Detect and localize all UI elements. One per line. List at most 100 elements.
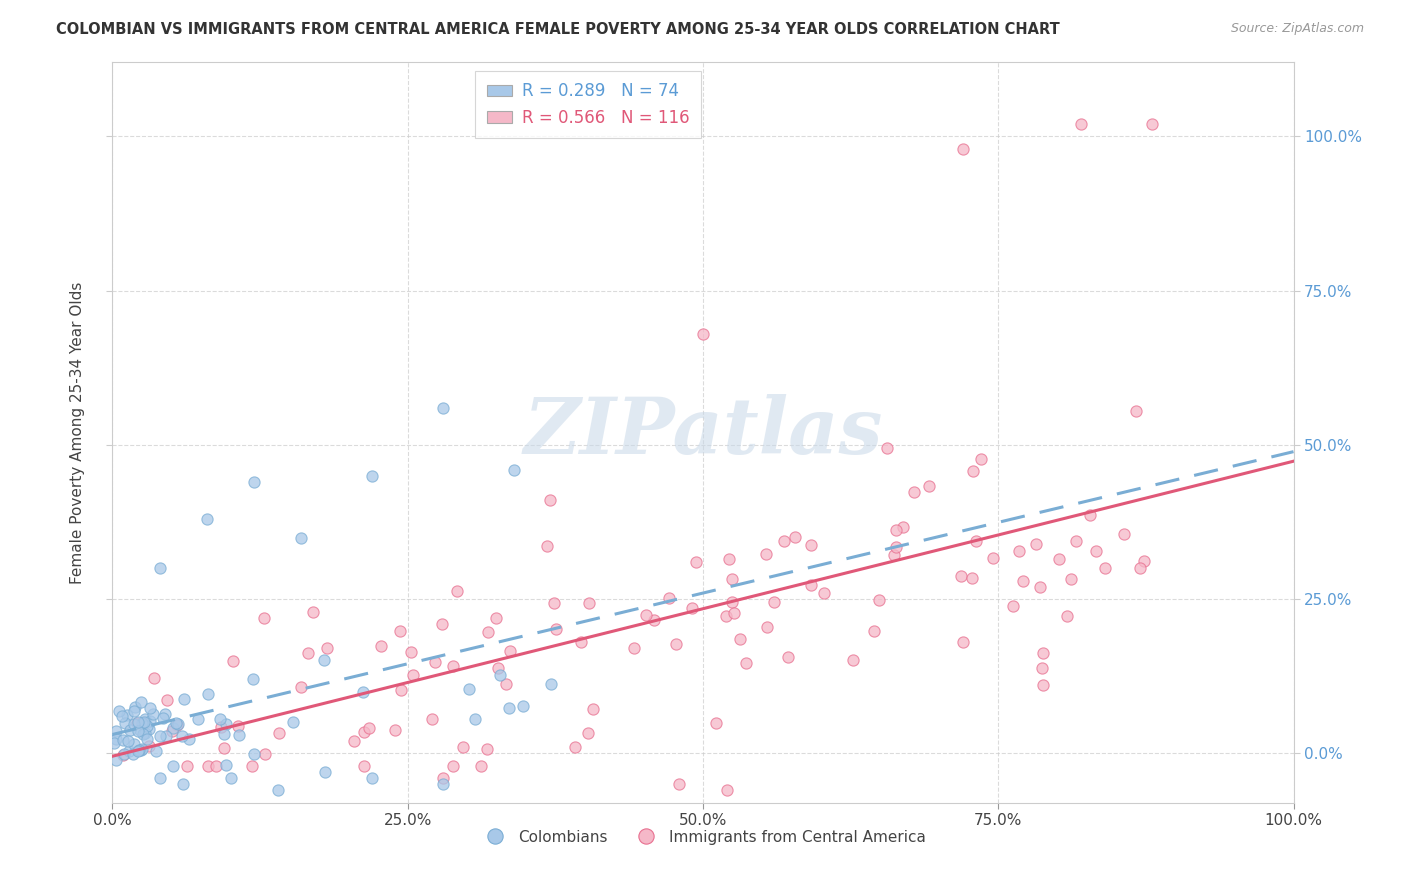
Point [166,718,188,732]
Point [1029,580,1052,594]
Point [120,723,142,737]
Point [167,717,190,731]
Point [950,569,973,583]
Point [138,722,160,736]
Point [1125,403,1147,417]
Text: ZIPatlas: ZIPatlas [523,394,883,471]
Point [981,551,1004,566]
Point [104,731,127,746]
Point [1025,537,1047,551]
Point [111,709,134,723]
Point [112,747,135,761]
Point [243,475,266,489]
Point [132,726,155,740]
Point [918,479,941,493]
Point [578,596,600,610]
Point [228,728,250,742]
Point [290,680,312,694]
Point [634,607,657,622]
Point [1084,544,1107,558]
Point [384,723,406,737]
Point [134,712,156,726]
Point [495,677,517,691]
Point [267,725,290,739]
Point [124,704,146,718]
Point [134,726,156,740]
Point [389,682,412,697]
Point [103,736,125,750]
Point [543,596,565,610]
Point [117,707,139,722]
Point [401,645,423,659]
Point [176,758,198,772]
Point [1001,599,1024,614]
Point [755,547,778,561]
Point [226,719,249,733]
Point [301,605,323,619]
Point [876,441,898,455]
Point [127,714,149,729]
Point [124,717,146,731]
Point [197,687,219,701]
Point [112,748,135,763]
Point [576,725,599,739]
Point [179,731,201,746]
Point [546,622,568,636]
Point [1114,526,1136,541]
Point [1133,554,1156,568]
Point [114,716,136,731]
Point [197,758,219,772]
Point [441,758,464,772]
Point [222,654,245,668]
Point [1060,572,1083,586]
Point [165,715,187,730]
Point [1064,534,1087,549]
Point [1032,678,1054,692]
Point [253,611,276,625]
Point [112,732,135,747]
Point [441,658,464,673]
Point [1094,560,1116,574]
Point [215,717,238,731]
Point [117,744,139,758]
Point [425,655,447,669]
Point [145,744,167,758]
Point [538,492,561,507]
Point [883,548,905,562]
Point [357,721,380,735]
Point [720,573,742,587]
Point [1129,561,1152,575]
Point [131,715,153,730]
Point [214,727,236,741]
Point [623,641,645,656]
Point [215,758,238,772]
Point [464,713,486,727]
Point [884,540,907,554]
Point [134,716,156,731]
Point [962,571,984,585]
Point [127,744,149,758]
Point [138,739,160,753]
Point [312,652,335,666]
Point [1047,552,1070,566]
Point [1078,508,1101,523]
Point [129,696,152,710]
Point [778,650,800,665]
Point [716,783,738,797]
Point [361,468,384,483]
Point [970,451,993,466]
Y-axis label: Female Poverty Among 25-34 Year Olds: Female Poverty Among 25-34 Year Olds [70,282,86,583]
Point [430,617,453,632]
Point [149,729,172,743]
Point [122,737,145,751]
Point [152,710,174,724]
Point [134,714,156,729]
Point [540,677,562,691]
Point [162,721,184,735]
Point [863,624,886,639]
Point [489,667,512,681]
Point [156,693,179,707]
Point [783,530,806,544]
Point [668,777,690,791]
Point [209,720,232,734]
